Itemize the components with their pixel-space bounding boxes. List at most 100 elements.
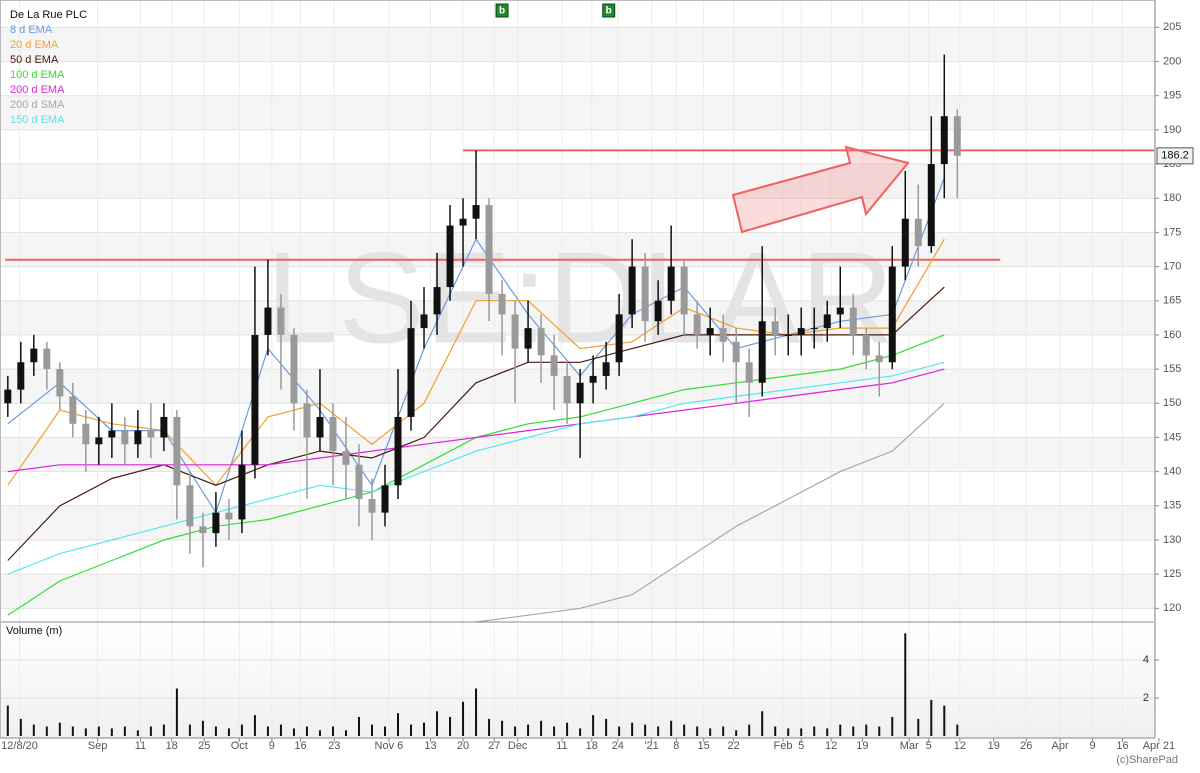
candle-body bbox=[797, 328, 805, 335]
volume-bar bbox=[813, 726, 816, 736]
x-tick-label: Apr 21 bbox=[1143, 740, 1175, 752]
x-tick-label: 5 bbox=[926, 740, 932, 752]
candle-body bbox=[875, 355, 883, 363]
volume-bar bbox=[175, 688, 178, 736]
candle-body bbox=[862, 334, 870, 356]
volume-bar bbox=[735, 730, 738, 736]
marker-box bbox=[602, 3, 616, 18]
candle-body bbox=[108, 430, 116, 438]
x-tick-label: Dec bbox=[508, 740, 528, 752]
candle-body bbox=[901, 218, 909, 267]
volume-bar bbox=[84, 728, 87, 736]
candle-body bbox=[225, 512, 233, 520]
volume-bar bbox=[318, 730, 321, 736]
volume-bar bbox=[956, 724, 959, 736]
last-price-box bbox=[1156, 147, 1194, 165]
band bbox=[0, 232, 1155, 267]
band bbox=[0, 95, 1155, 130]
candle-body bbox=[550, 355, 558, 376]
volume-bar bbox=[279, 724, 282, 736]
volume-bar bbox=[97, 726, 100, 736]
x-tick-label: 12/8/20 bbox=[1, 740, 38, 752]
volume-bar bbox=[357, 717, 360, 736]
volume-bar bbox=[423, 722, 426, 736]
volume-bar bbox=[240, 724, 243, 736]
volume-bar bbox=[748, 724, 751, 736]
band bbox=[0, 164, 1155, 199]
legend-entry: 150 d EMA bbox=[10, 114, 65, 126]
y-tick-label: 175 bbox=[1163, 226, 1181, 238]
watermark: LSE:DLAR bbox=[266, 224, 895, 370]
band bbox=[0, 437, 1155, 472]
volume-panel bbox=[0, 622, 1155, 738]
volume-bar bbox=[201, 720, 204, 736]
candle-body bbox=[381, 485, 389, 513]
candle-body bbox=[82, 423, 90, 445]
candle-body bbox=[953, 116, 961, 156]
candle-body bbox=[511, 314, 519, 349]
candle-body bbox=[355, 464, 363, 499]
x-tick-label: Oct bbox=[231, 740, 248, 752]
candle-body bbox=[95, 437, 103, 445]
x-tick-label: 8 bbox=[673, 740, 679, 752]
x-tick-label: 16 bbox=[294, 740, 306, 752]
volume-bar bbox=[397, 713, 400, 736]
x-tick-label: 16 bbox=[1116, 740, 1128, 752]
x-tick-label: 9 bbox=[1090, 740, 1096, 752]
volume-bar bbox=[136, 730, 139, 736]
x-tick-label: 22 bbox=[727, 740, 739, 752]
candle-body bbox=[732, 341, 740, 363]
candle-body bbox=[784, 334, 792, 336]
candle-body bbox=[446, 225, 454, 288]
candle-body bbox=[628, 266, 636, 315]
volume-bar bbox=[605, 718, 608, 736]
band bbox=[0, 505, 1155, 540]
y-tick-label: 145 bbox=[1163, 431, 1181, 443]
candle-body bbox=[706, 328, 714, 335]
plot bbox=[4, 54, 1155, 622]
candle-body bbox=[264, 307, 272, 335]
volume-bar bbox=[253, 715, 256, 736]
candle-body bbox=[420, 314, 428, 329]
x-tick-label: 11 bbox=[135, 740, 146, 752]
volume-bar bbox=[162, 724, 165, 736]
y-tick-label: 2 bbox=[1143, 692, 1149, 704]
x-tick-label: 11 bbox=[556, 740, 567, 752]
y-tick-label: 180 bbox=[1163, 192, 1181, 204]
volume-bar bbox=[683, 724, 686, 736]
volume-bar bbox=[384, 726, 386, 736]
x-tick-label: 24 bbox=[612, 740, 624, 752]
last-price-label: 186.2 bbox=[1161, 150, 1189, 162]
x-tick-label: 15 bbox=[698, 740, 710, 752]
volume-bar bbox=[852, 726, 855, 736]
candle-body bbox=[407, 328, 415, 417]
candle-body bbox=[836, 307, 844, 315]
x-tick-label: 19 bbox=[856, 740, 868, 752]
volume-bar bbox=[214, 726, 217, 736]
volume-bar bbox=[305, 726, 308, 736]
volume-bar bbox=[553, 726, 556, 736]
y-tick-label: 170 bbox=[1163, 260, 1181, 272]
y-tick-label: 205 bbox=[1163, 21, 1181, 33]
candle-body bbox=[771, 321, 779, 335]
candle-body bbox=[758, 321, 766, 383]
marker-label: b bbox=[499, 6, 505, 17]
y-tick-label: 130 bbox=[1163, 534, 1181, 546]
volume-bar bbox=[292, 728, 295, 736]
y-tick-label: 125 bbox=[1163, 568, 1181, 580]
volume-bar bbox=[917, 718, 920, 736]
volume-bar bbox=[761, 711, 764, 736]
candle-body bbox=[69, 396, 77, 424]
volume-bar bbox=[188, 724, 191, 736]
candle-body bbox=[641, 266, 649, 322]
x-tick-label: Sep bbox=[88, 740, 108, 752]
legend-entry: 8 d EMA bbox=[10, 24, 53, 36]
candle-body bbox=[238, 464, 246, 520]
x-tick-label: 13 bbox=[424, 740, 436, 752]
volume-bar bbox=[579, 728, 582, 736]
band bbox=[0, 300, 1155, 335]
x-tick-label: 9 bbox=[269, 740, 275, 752]
candle-body bbox=[927, 164, 935, 247]
y-tick-label: 120 bbox=[1163, 602, 1181, 614]
x-tick-label: 18 bbox=[586, 740, 598, 752]
